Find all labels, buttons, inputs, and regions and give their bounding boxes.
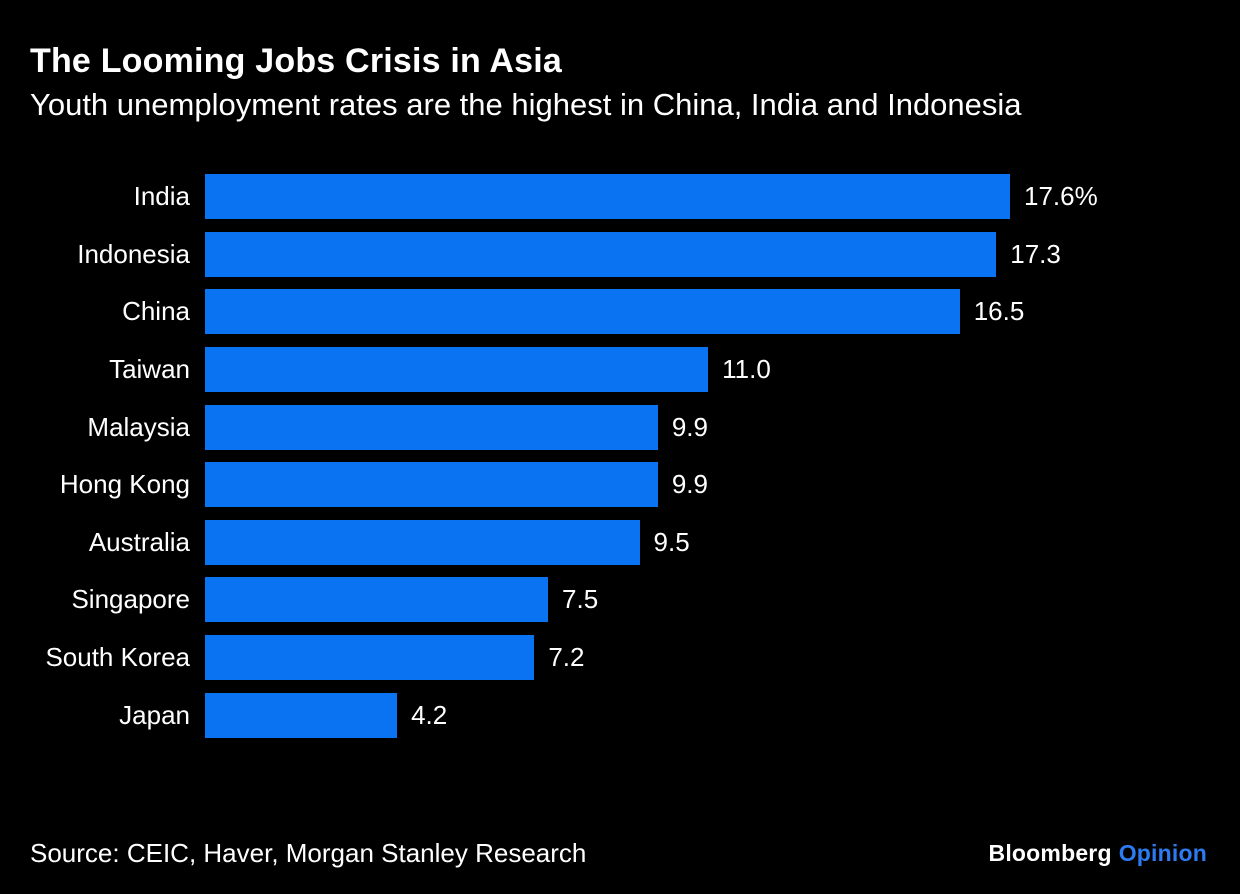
value-label: 11.0 [722, 354, 771, 385]
category-label: Malaysia [87, 411, 190, 442]
value-label: 9.9 [671, 411, 708, 442]
chart-subtitle: Youth unemployment rates are the highest… [30, 87, 1022, 122]
bar [205, 692, 398, 738]
category-label: Taiwan [109, 354, 190, 385]
category-label: South Korea [45, 642, 190, 673]
chart-row: Australia 9.5 [30, 514, 1240, 572]
chart-row: Singapore 7.5 [30, 571, 1240, 629]
chart-row: China 16.5 [30, 283, 1240, 341]
category-label: China [122, 296, 190, 327]
bar [205, 347, 709, 393]
chart-row: Indonesia 17.3 [30, 226, 1240, 284]
value-label: 16.5 [973, 296, 1025, 327]
value-label: 4.2 [411, 699, 448, 730]
chart-row: India 17.6% [30, 168, 1240, 226]
bar [205, 577, 549, 623]
bar [205, 462, 658, 508]
opinion-wordmark: Opinion [1118, 840, 1207, 866]
chart-row: Taiwan 11.0 [30, 341, 1240, 399]
horizontal-bar-chart: India 17.6% Indonesia 17.3 China 16.5 Taiwan 11… [30, 168, 1240, 744]
value-label: 9.9 [671, 469, 708, 500]
value-label: 7.5 [562, 584, 599, 615]
chart-row: South Korea 7.2 [30, 629, 1240, 687]
bar [205, 404, 658, 450]
bar [205, 231, 997, 277]
category-label: Australia [88, 526, 190, 557]
category-label: Hong Kong [59, 469, 190, 500]
chart-row: Hong Kong 9.9 [30, 456, 1240, 514]
category-label: Singapore [71, 584, 190, 615]
value-label: 9.5 [653, 526, 690, 557]
value-label: 17.3 [1010, 238, 1061, 269]
bar [205, 519, 640, 565]
bloomberg-wordmark: Bloomberg [988, 840, 1112, 866]
source-note: Source: CEIC, Haver, Morgan Stanley Rese… [30, 838, 587, 868]
category-label: Japan [119, 699, 190, 730]
chart-title: The Looming Jobs Crisis in Asia [30, 42, 563, 80]
category-label: India [133, 181, 190, 212]
bar [205, 174, 1010, 220]
bar [205, 635, 535, 681]
bloomberg-opinion-logo: Bloomberg Opinion [989, 840, 1207, 867]
value-label: 7.2 [548, 642, 585, 673]
category-label: Indonesia [77, 238, 190, 269]
chart-row: Malaysia 9.9 [30, 398, 1240, 456]
chart-row: Japan 4.2 [30, 686, 1240, 744]
bar [205, 289, 960, 335]
value-label: 17.6% [1024, 181, 1098, 212]
